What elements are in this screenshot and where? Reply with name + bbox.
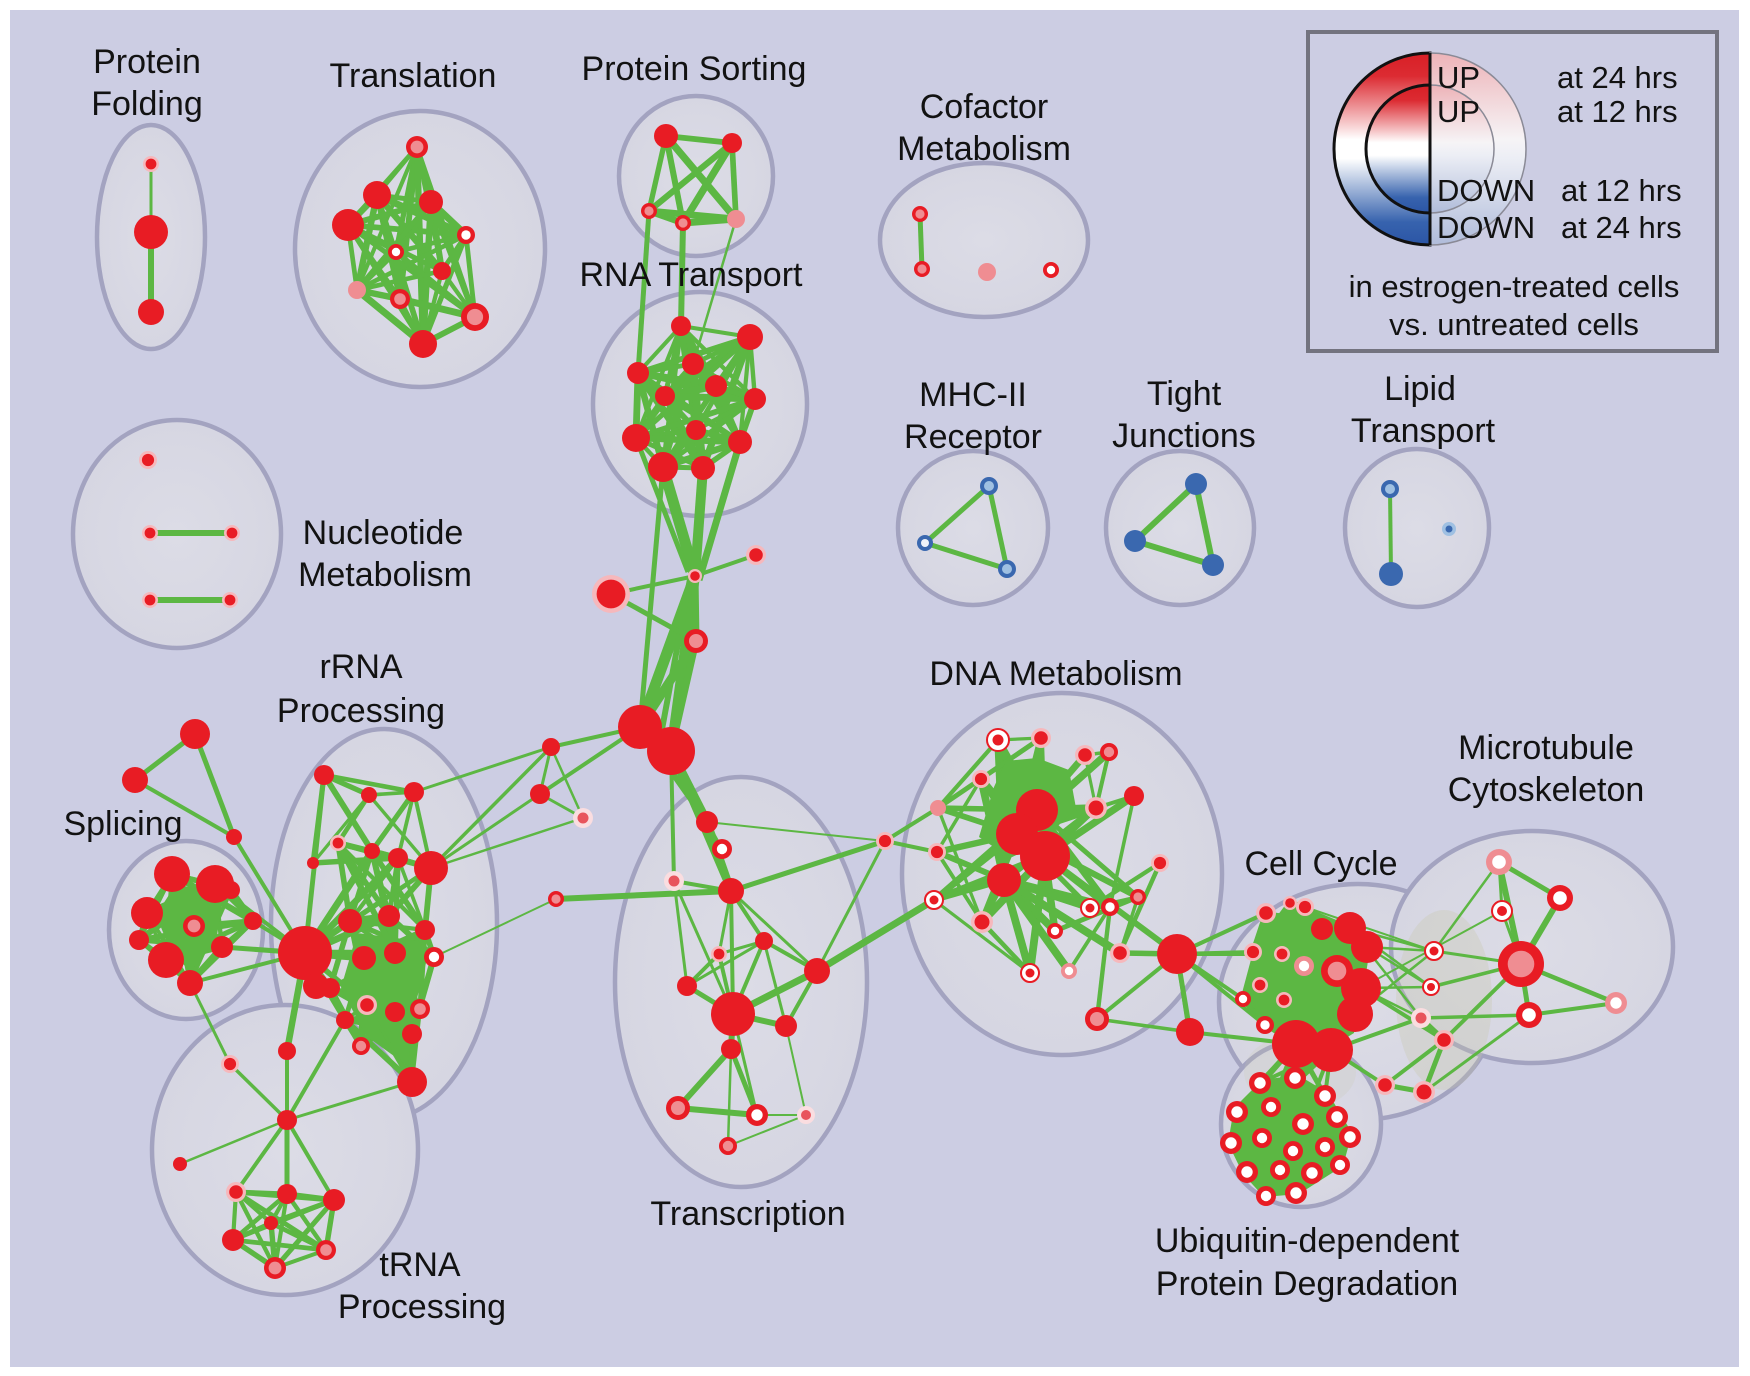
svg-text:at 12 hrs: at 12 hrs — [1561, 173, 1682, 208]
svg-text:Transport: Transport — [1351, 412, 1496, 450]
svg-text:Receptor: Receptor — [904, 418, 1042, 456]
svg-text:Cytoskeleton: Cytoskeleton — [1448, 771, 1645, 809]
svg-text:Protein Degradation: Protein Degradation — [1156, 1265, 1458, 1303]
svg-text:in estrogen-treated cells: in estrogen-treated cells — [1349, 269, 1680, 304]
svg-text:DOWN: DOWN — [1437, 173, 1535, 208]
svg-text:Tight: Tight — [1147, 375, 1222, 413]
svg-text:Folding: Folding — [91, 85, 203, 123]
svg-text:Processing: Processing — [277, 692, 445, 730]
svg-text:RNA Transport: RNA Transport — [580, 256, 804, 294]
svg-text:Junctions: Junctions — [1112, 417, 1256, 455]
svg-text:tRNA: tRNA — [379, 1246, 461, 1284]
svg-text:at 24 hrs: at 24 hrs — [1561, 210, 1682, 245]
svg-text:Ubiquitin-dependent: Ubiquitin-dependent — [1155, 1222, 1460, 1260]
svg-text:DNA Metabolism: DNA Metabolism — [929, 655, 1182, 693]
svg-text:DOWN: DOWN — [1437, 210, 1535, 245]
svg-text:Metabolism: Metabolism — [298, 556, 472, 594]
svg-text:Nucleotide: Nucleotide — [303, 514, 464, 552]
svg-text:Transcription: Transcription — [650, 1195, 845, 1233]
svg-text:Cell Cycle: Cell Cycle — [1244, 845, 1397, 883]
svg-text:vs. untreated cells: vs. untreated cells — [1389, 307, 1639, 342]
svg-text:UP: UP — [1437, 94, 1480, 129]
svg-text:at 12 hrs: at 12 hrs — [1557, 94, 1678, 129]
svg-text:Translation: Translation — [330, 57, 497, 95]
svg-text:Protein Sorting: Protein Sorting — [582, 50, 807, 88]
svg-text:Lipid: Lipid — [1384, 370, 1456, 408]
svg-text:Metabolism: Metabolism — [897, 130, 1071, 168]
svg-text:Cofactor: Cofactor — [920, 88, 1049, 126]
svg-text:Processing: Processing — [338, 1288, 506, 1326]
svg-text:at 24 hrs: at 24 hrs — [1557, 60, 1678, 95]
svg-text:Microtubule: Microtubule — [1458, 729, 1634, 767]
svg-text:Protein: Protein — [93, 43, 201, 81]
svg-text:MHC-II: MHC-II — [919, 376, 1027, 414]
svg-text:Splicing: Splicing — [63, 805, 182, 843]
svg-text:rRNA: rRNA — [319, 648, 402, 686]
svg-text:UP: UP — [1437, 60, 1480, 95]
